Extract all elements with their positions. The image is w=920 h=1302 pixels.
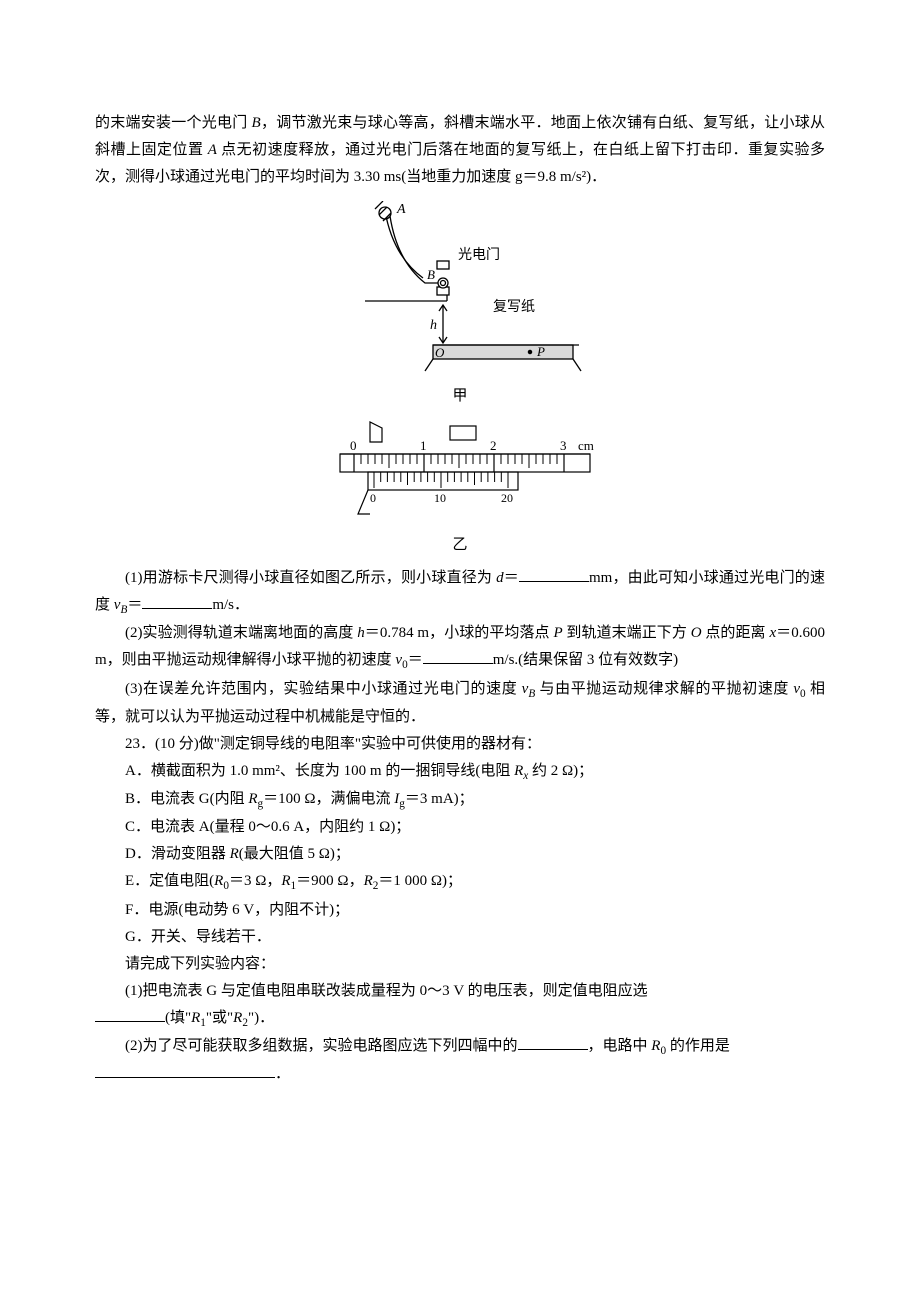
svg-text:P: P	[536, 344, 545, 359]
text: (最大阻值 5 Ω)；	[239, 846, 350, 862]
var-v0: v	[793, 681, 800, 697]
text: ＝	[127, 597, 142, 613]
svg-text:复写纸: 复写纸	[493, 298, 535, 315]
item-C: C．电流表 A(量程 0～0.6 A，内阻约 1 Ω)；	[95, 814, 825, 841]
text: (1)用游标卡尺测得小球直径如图乙所示，则小球直径为	[125, 570, 496, 586]
item-D: D．滑动变阻器 R(最大阻值 5 Ω)；	[95, 841, 825, 868]
text: 点的距离	[702, 625, 770, 641]
text: m/s.(结果保留 3 位有效数字)	[493, 652, 678, 668]
figure-yi: 0 1 2 3 cm	[95, 420, 825, 559]
text: E．定值电阻(	[125, 873, 214, 889]
text: "或"	[206, 1010, 233, 1026]
blank-v0	[423, 648, 493, 664]
item-G: G．开关、导线若干．	[95, 924, 825, 951]
svg-text:光电门: 光电门	[458, 247, 500, 263]
text: 的末端安装一个光电门	[95, 115, 252, 131]
text: 的作用是	[666, 1038, 730, 1054]
sub-question-1: (1)把电流表 G 与定值电阻串联改装成量程为 0～3 V 的电压表，则定值电阻…	[95, 978, 825, 1033]
text: D．滑动变阻器	[125, 846, 230, 862]
item-A: A．横截面积为 1.0 mm²、长度为 100 m 的一捆铜导线(电阻 Rx 约…	[95, 758, 825, 786]
item-B: B．电流表 G(内阻 Rg＝100 Ω，满偏电流 Ig＝3 mA)；	[95, 786, 825, 814]
text: ＝	[408, 652, 423, 668]
text: ＝3 Ω，	[229, 873, 281, 889]
svg-text:cm: cm	[578, 438, 594, 453]
vernier-caliper-icon: 0 1 2 3 cm	[310, 420, 610, 530]
blank-d	[519, 566, 589, 582]
text: A．横截面积为 1.0 mm²、长度为 100 m 的一捆铜导线(电阻	[125, 763, 514, 779]
text: ＝3 mA)；	[405, 791, 474, 807]
blank-vB	[142, 593, 212, 609]
text: ＝	[504, 570, 519, 586]
svg-text:3: 3	[560, 438, 567, 453]
question-23-header: 23．(10 分)做"测定铜导线的电阻率"实验中可供使用的器材有：	[95, 731, 825, 758]
text: (1)把电流表 G 与定值电阻串联改装成量程为 0～3 V 的电压表，则定值电阻…	[125, 983, 648, 999]
var-P: P	[553, 625, 562, 641]
text: m/s．	[212, 597, 249, 613]
var-R1: R	[191, 1010, 200, 1026]
experiment-diagram-icon: A 光电门 B 复写纸 h O P	[325, 201, 595, 381]
var-A: A	[208, 142, 217, 158]
text: (2)实验测得轨道末端离地面的高度	[125, 625, 357, 641]
question-3: (3)在误差允许范围内，实验结果中小球通过光电门的速度 vB 与由平抛运动规律求…	[95, 676, 825, 731]
svg-text:10: 10	[434, 491, 446, 505]
text: ＝100 Ω，满偏电流	[263, 791, 394, 807]
text: ＝900 Ω，	[296, 873, 363, 889]
svg-text:O: O	[435, 345, 445, 360]
blank-circuit-choice	[518, 1034, 588, 1050]
var-R2: R	[364, 873, 373, 889]
var-R: R	[230, 846, 239, 862]
blank-R0-purpose	[95, 1062, 275, 1078]
svg-text:2: 2	[490, 438, 497, 453]
text: B．电流表 G(内阻	[125, 791, 248, 807]
var-R2: R	[233, 1010, 242, 1026]
text: 到轨道末端正下方	[563, 625, 691, 641]
intro-paragraph: 的末端安装一个光电门 B，调节激光束与球心等高，斜槽末端水平．地面上依次铺有白纸…	[95, 110, 825, 191]
figure-jia-caption: 甲	[95, 383, 825, 410]
text: ＝1 000 Ω)；	[378, 873, 462, 889]
text: ，电路中	[588, 1038, 652, 1054]
var-R0: R	[214, 873, 223, 889]
var-Rg: R	[248, 791, 257, 807]
svg-text:0: 0	[370, 491, 376, 505]
blank-resistor-choice	[95, 1006, 165, 1022]
item-F: F．电源(电动势 6 V，内阻不计)；	[95, 897, 825, 924]
var-d: d	[496, 570, 504, 586]
var-O: O	[691, 625, 702, 641]
svg-text:A: A	[396, 202, 406, 217]
svg-text:0: 0	[350, 438, 357, 453]
var-Rx: R	[514, 763, 523, 779]
text: 约 2 Ω)；	[528, 763, 593, 779]
please-complete: 请完成下列实验内容：	[95, 951, 825, 978]
text: ．	[275, 1066, 290, 1082]
figure-jia: A 光电门 B 复写纸 h O P 甲	[95, 201, 825, 410]
var-R1: R	[281, 873, 290, 889]
text: ＝0.784 m，小球的平均落点	[365, 625, 554, 641]
var-h: h	[357, 625, 365, 641]
text: (3)在误差允许范围内，实验结果中小球通过光电门的速度	[125, 681, 522, 697]
item-E: E．定值电阻(R0＝3 Ω，R1＝900 Ω，R2＝1 000 Ω)；	[95, 868, 825, 896]
text: (2)为了尽可能获取多组数据，实验电路图应选下列四幅中的	[125, 1038, 518, 1054]
var-B: B	[252, 115, 261, 131]
question-2: (2)实验测得轨道末端离地面的高度 h＝0.784 m，小球的平均落点 P 到轨…	[95, 620, 825, 675]
text: 与由平抛运动规律求解的平抛初速度	[535, 681, 793, 697]
figure-yi-caption: 乙	[95, 532, 825, 559]
svg-text:B: B	[427, 267, 435, 282]
svg-text:20: 20	[501, 491, 513, 505]
svg-text:1: 1	[420, 438, 427, 453]
text: (填"	[165, 1010, 191, 1026]
question-1: (1)用游标卡尺测得小球直径如图乙所示，则小球直径为 d＝mm，由此可知小球通过…	[95, 565, 825, 620]
text: ")．	[248, 1010, 274, 1026]
svg-text:h: h	[430, 318, 437, 333]
sub-question-2: (2)为了尽可能获取多组数据，实验电路图应选下列四幅中的，电路中 R0 的作用是…	[95, 1033, 825, 1088]
